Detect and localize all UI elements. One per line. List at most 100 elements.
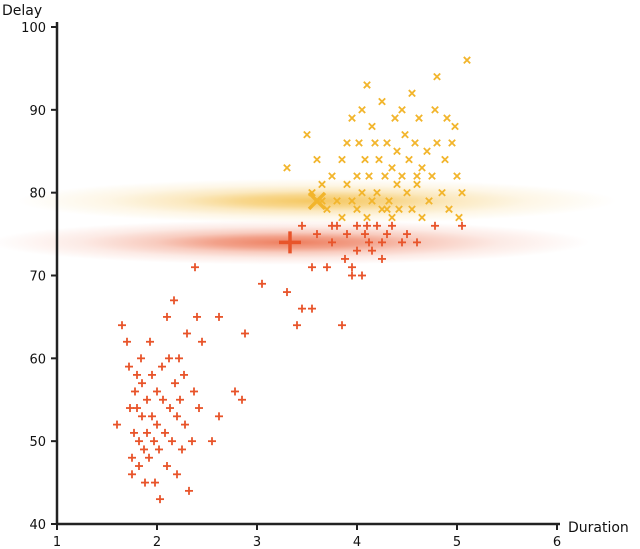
x-marker xyxy=(388,163,396,172)
plus-marker xyxy=(143,428,151,437)
plus-marker xyxy=(431,221,439,230)
plus-marker xyxy=(166,404,174,413)
x-marker xyxy=(448,139,456,147)
plus-marker xyxy=(241,329,249,338)
plus-marker xyxy=(161,428,169,437)
plus-marker xyxy=(183,329,191,338)
plus-marker xyxy=(323,263,331,272)
plus-marker xyxy=(361,230,369,239)
x-marker xyxy=(431,105,439,114)
plus-marker xyxy=(138,379,146,388)
plus-marker xyxy=(128,470,136,479)
x-marker xyxy=(405,155,413,164)
plus-marker xyxy=(298,304,306,313)
x-marker xyxy=(381,172,389,180)
x-marker xyxy=(398,105,406,114)
plus-marker xyxy=(215,312,223,321)
x-tick-label: 6 xyxy=(553,535,561,549)
plus-marker xyxy=(156,495,164,504)
plus-marker xyxy=(118,321,126,330)
x-marker xyxy=(433,72,441,81)
plus-marker xyxy=(348,263,356,272)
x-marker xyxy=(383,139,391,147)
x-marker xyxy=(318,180,326,189)
plus-marker xyxy=(135,437,143,446)
plus-marker xyxy=(343,230,351,239)
x-marker xyxy=(438,188,446,197)
x-marker xyxy=(358,188,366,197)
x-marker xyxy=(415,114,423,122)
plus-marker xyxy=(130,428,138,437)
x-marker xyxy=(383,205,391,214)
y-tick-label: 90 xyxy=(29,104,46,119)
x-marker xyxy=(368,197,376,205)
plus-marker xyxy=(328,221,336,230)
plus-marker xyxy=(198,337,206,346)
x-marker xyxy=(371,139,379,147)
x-marker xyxy=(328,172,336,180)
ticks: 1 2 3 4 5 6 40 50 60 70 80 90 100 xyxy=(21,21,561,549)
plus-marker xyxy=(133,404,141,413)
plus-marker xyxy=(155,445,163,454)
plus-marker xyxy=(163,312,171,321)
x-tick-label: 1 xyxy=(53,535,61,549)
x-marker xyxy=(423,147,431,156)
x-marker xyxy=(458,188,466,197)
plus-marker xyxy=(181,420,189,429)
plus-marker xyxy=(171,379,179,388)
x-marker xyxy=(338,155,346,164)
plus-marker xyxy=(353,221,361,230)
centroid-marker-b xyxy=(307,191,327,211)
x-marker xyxy=(425,197,433,205)
plus-marker xyxy=(308,263,316,272)
plus-marker xyxy=(328,238,336,247)
x-marker xyxy=(378,97,386,106)
plus-marker xyxy=(133,370,141,379)
x-marker xyxy=(355,139,363,147)
x-marker xyxy=(358,105,366,114)
y-tick-label: 40 xyxy=(29,518,46,533)
x-marker xyxy=(441,155,449,164)
y-axis-title: Delay xyxy=(2,3,42,19)
plus-marker xyxy=(378,238,386,247)
plus-marker xyxy=(148,412,156,421)
plus-marker xyxy=(195,404,203,413)
x-marker xyxy=(413,172,421,180)
plus-marker xyxy=(146,337,154,346)
y-tick-label: 50 xyxy=(29,435,46,450)
x-marker xyxy=(375,155,383,164)
plus-marker xyxy=(368,246,376,255)
centroid-marker-a xyxy=(279,231,301,254)
plus-marker xyxy=(125,362,133,371)
x-marker xyxy=(408,89,416,98)
plus-marker xyxy=(153,387,161,396)
y-tick-label: 100 xyxy=(21,21,46,36)
x-marker xyxy=(303,130,311,139)
plus-marker xyxy=(308,304,316,313)
x-marker xyxy=(428,172,436,180)
plus-marker xyxy=(151,478,159,487)
plus-marker xyxy=(165,354,173,363)
x-marker xyxy=(368,122,376,131)
x-marker xyxy=(385,197,393,205)
plus-marker xyxy=(193,312,201,321)
plus-marker xyxy=(403,230,411,239)
x-marker xyxy=(365,172,373,180)
plus-marker xyxy=(191,263,199,272)
plus-marker xyxy=(458,221,466,230)
y-tick-label: 60 xyxy=(29,352,46,367)
plus-marker xyxy=(137,354,145,363)
plus-marker xyxy=(159,395,167,404)
plus-marker xyxy=(178,445,186,454)
x-marker xyxy=(391,114,399,122)
plus-marker xyxy=(231,387,239,396)
plus-marker xyxy=(176,395,184,404)
plus-marker xyxy=(348,271,356,280)
x-marker xyxy=(408,205,416,214)
plus-marker xyxy=(131,387,139,396)
plus-marker xyxy=(140,445,148,454)
x-marker xyxy=(398,172,406,180)
x-marker xyxy=(403,188,411,197)
x-marker xyxy=(433,139,441,147)
plus-marker xyxy=(378,254,386,263)
